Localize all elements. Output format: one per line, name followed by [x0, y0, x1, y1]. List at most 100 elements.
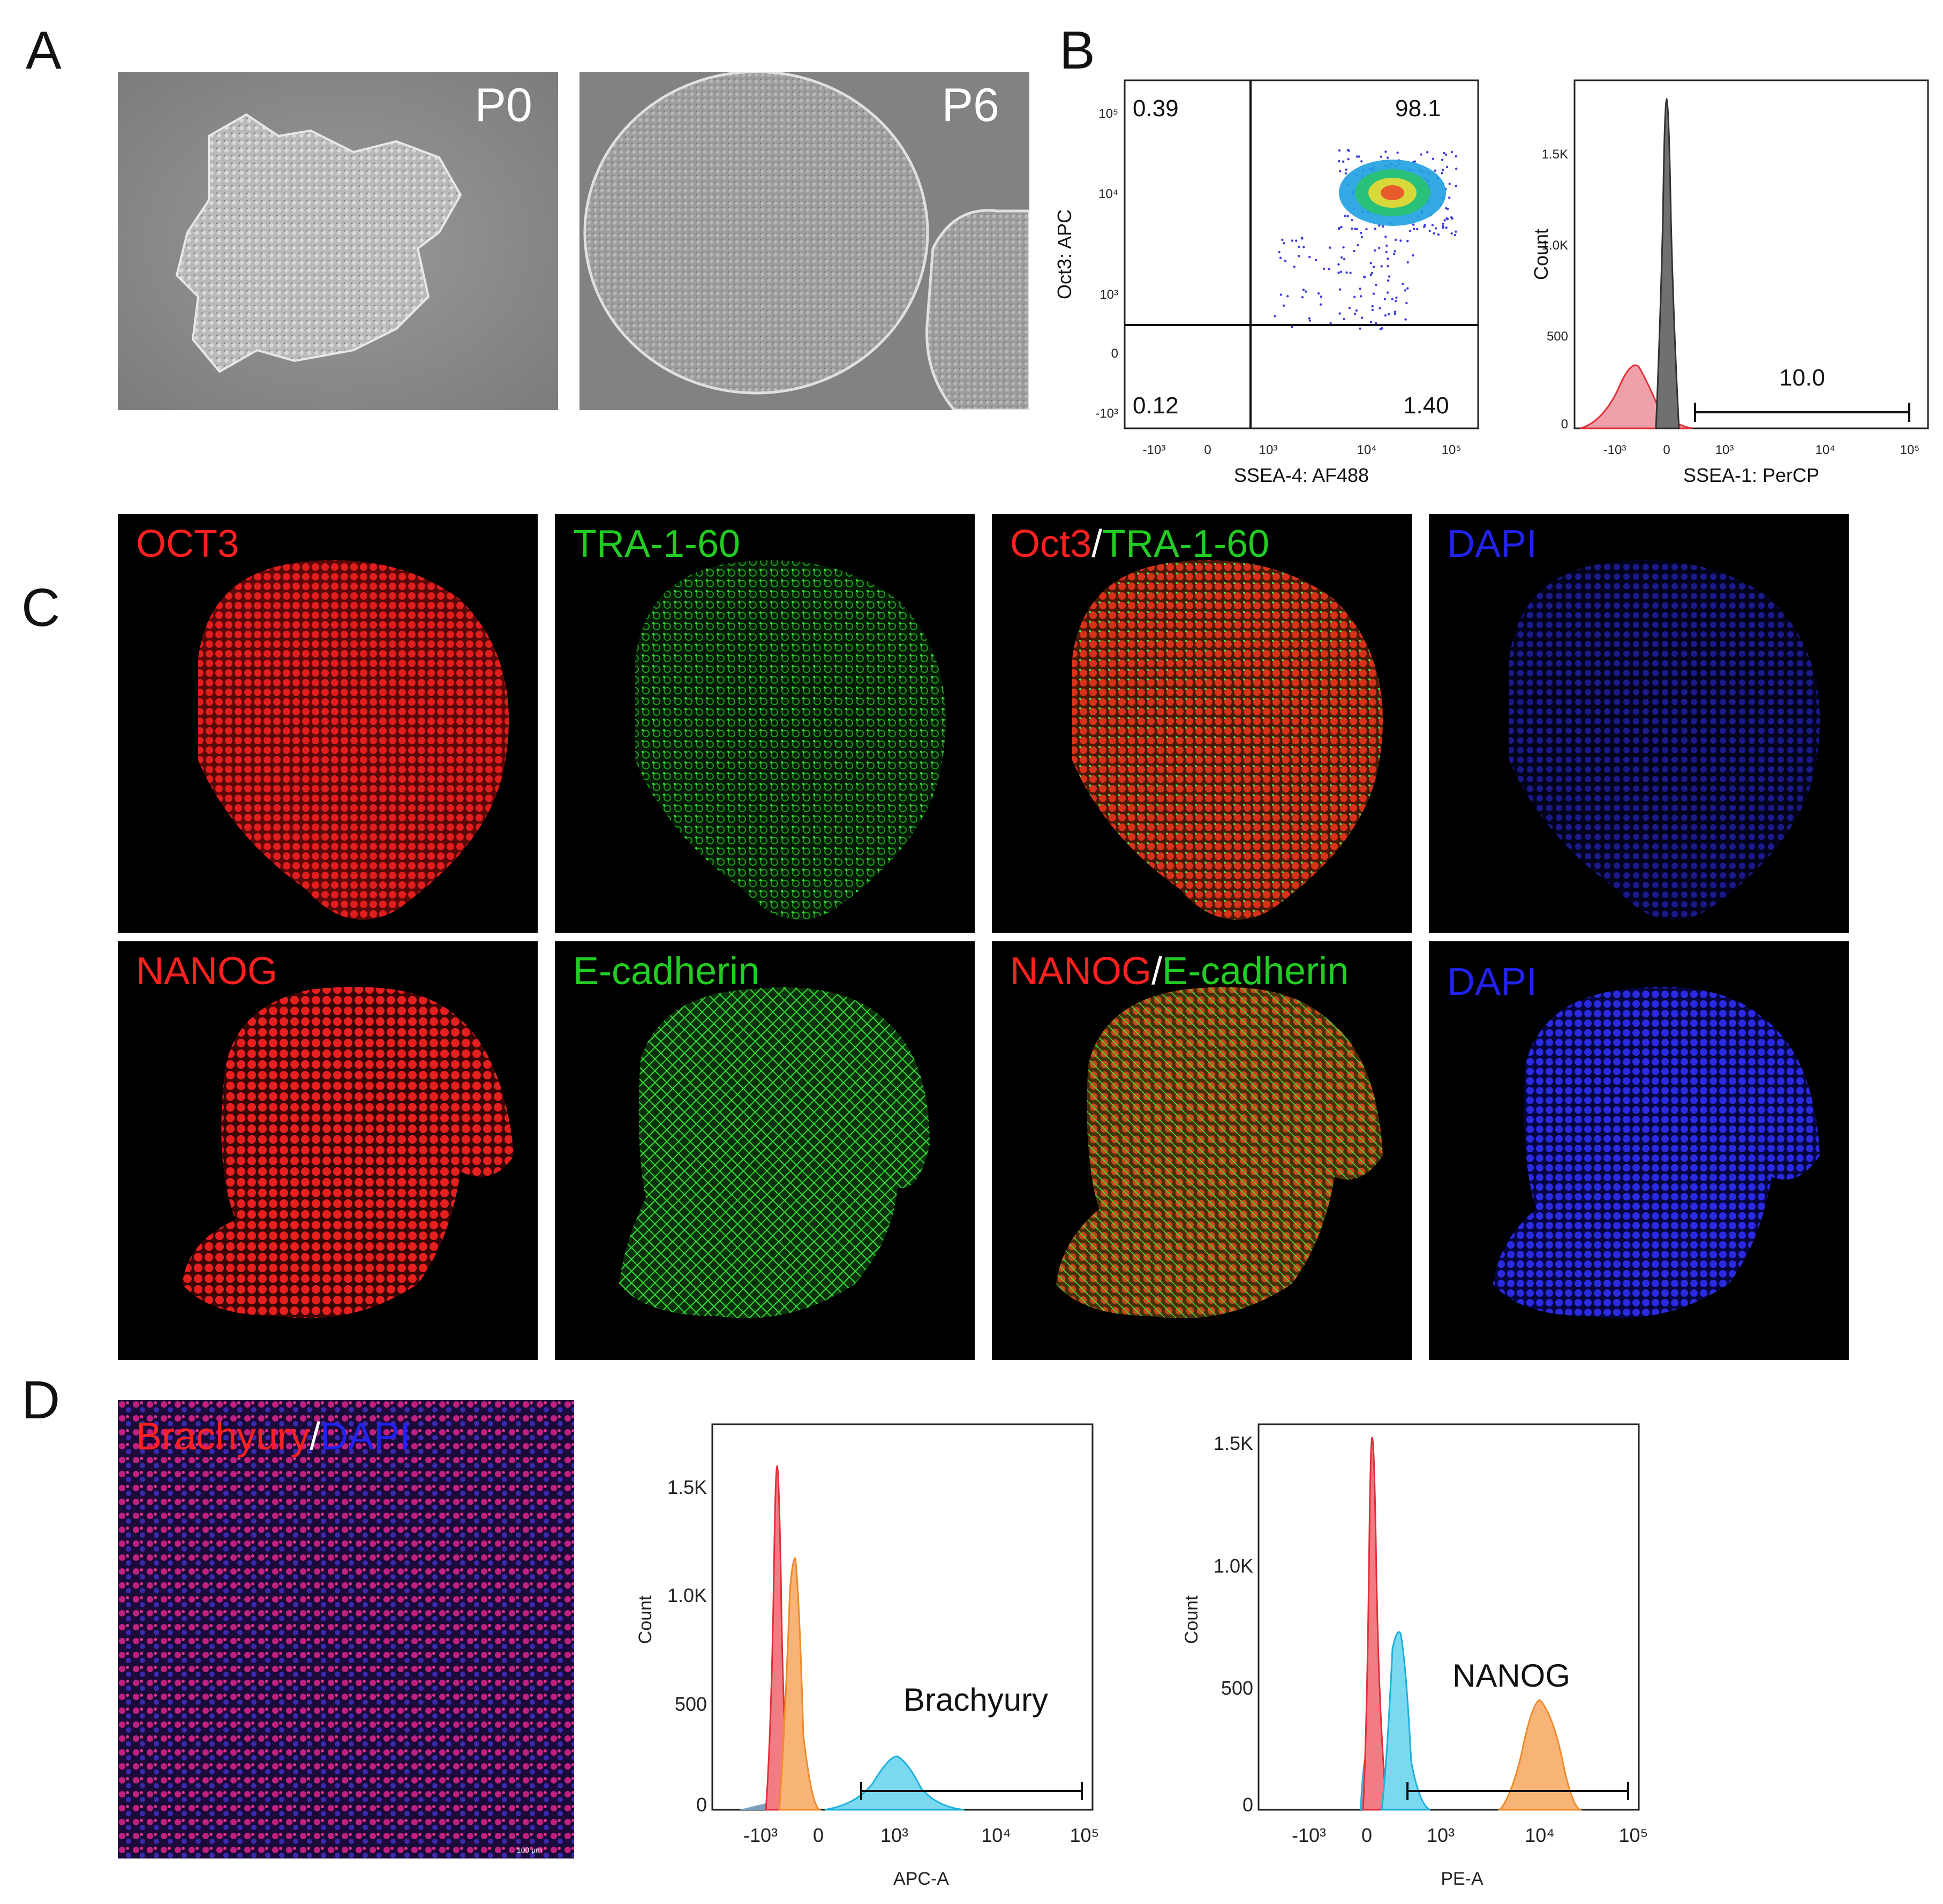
event-dot	[1428, 230, 1431, 232]
event-dot	[1404, 318, 1407, 321]
event-dot	[1340, 256, 1343, 259]
event-dot	[1348, 307, 1351, 309]
event-dot	[1424, 224, 1426, 227]
svg-text:10⁵: 10⁵	[1619, 1824, 1648, 1846]
svg-text:500: 500	[675, 1693, 707, 1715]
event-dot	[1283, 242, 1285, 245]
event-dot	[1412, 254, 1414, 257]
dotplot-x-axis-label: SSEA-4: AF488	[1234, 464, 1369, 486]
event-dot	[1372, 292, 1375, 295]
svg-text:1.5K: 1.5K	[667, 1476, 707, 1498]
histogram-y-axis-label: Count	[1530, 229, 1552, 280]
event-dot	[1394, 311, 1397, 313]
svg-text:0: 0	[1242, 1794, 1253, 1816]
event-dot	[1369, 274, 1372, 276]
event-dot	[1432, 157, 1434, 160]
event-dot	[1343, 258, 1346, 261]
event-dot	[1346, 215, 1349, 217]
svg-text:-10³: -10³	[1095, 406, 1118, 421]
event-dot	[1450, 216, 1453, 219]
svg-text:10⁴: 10⁴	[1098, 187, 1118, 201]
event-dot	[1386, 156, 1389, 159]
event-dot	[1305, 290, 1307, 293]
event-dot	[1404, 289, 1407, 292]
quadrant-lower-right-value: 1.40	[1403, 392, 1449, 419]
svg-text:500: 500	[1221, 1677, 1253, 1699]
event-dot	[1441, 158, 1444, 161]
event-dot	[1372, 266, 1375, 268]
event-dot	[1371, 305, 1374, 308]
event-dot	[1380, 265, 1383, 268]
event-dot	[1297, 255, 1300, 258]
event-dot	[1343, 318, 1345, 321]
svg-text:-10³: -10³	[1292, 1824, 1326, 1846]
event-dot	[1359, 327, 1361, 330]
event-dot	[1308, 319, 1312, 322]
stain-label-dapi-2: DAPI	[1447, 961, 1538, 1003]
event-dot	[1354, 312, 1357, 315]
event-dot	[1445, 165, 1449, 169]
event-dot	[1358, 155, 1360, 158]
pe-x-axis-label: PE-A	[1441, 1869, 1483, 1889]
event-dot	[1416, 228, 1419, 231]
event-dot	[1373, 249, 1376, 252]
svg-text:10⁴: 10⁴	[1525, 1824, 1555, 1846]
event-dot	[1426, 151, 1429, 154]
event-dot	[1320, 295, 1322, 298]
event-dot	[1371, 308, 1374, 312]
svg-text:10⁵: 10⁵	[1098, 107, 1118, 121]
event-dot	[1284, 260, 1287, 262]
event-dot	[1308, 255, 1311, 259]
event-dot	[1281, 238, 1284, 241]
event-dot	[1351, 227, 1353, 230]
svg-text:10⁵: 10⁵	[1900, 443, 1920, 457]
micro-oct3: OCT3	[118, 514, 538, 933]
event-dot	[1413, 160, 1417, 163]
svg-text:1.0K: 1.0K	[1214, 1555, 1253, 1577]
event-dot	[1338, 312, 1341, 315]
micro-nanog-e-cadherin-merge: NANOG/E-cadherin	[992, 941, 1412, 1360]
event-dot	[1412, 228, 1415, 230]
event-dot	[1355, 228, 1358, 231]
panel-letter-c: C	[21, 578, 61, 638]
event-dot	[1369, 262, 1372, 265]
event-dot	[1394, 313, 1397, 315]
event-dot	[1344, 214, 1346, 217]
stain-label-oct3: OCT3	[136, 523, 239, 565]
event-dot	[1395, 296, 1398, 299]
event-dot	[1360, 295, 1362, 298]
event-dot	[1349, 271, 1352, 274]
event-dot	[1392, 253, 1396, 255]
event-dot	[1328, 268, 1330, 270]
gate-percentage: 10.0	[1779, 365, 1825, 391]
event-dot	[1448, 183, 1451, 185]
event-dot	[1337, 271, 1340, 274]
event-dot	[1441, 172, 1443, 175]
event-dot	[1339, 270, 1342, 273]
event-dot	[1405, 301, 1408, 305]
quadrant-lower-left-value: 0.12	[1133, 392, 1179, 419]
apc-y-axis-label: Count	[635, 1595, 656, 1644]
event-dot	[1444, 153, 1448, 156]
event-dot	[1391, 298, 1394, 300]
event-dot	[1374, 228, 1376, 230]
apc-x-axis-label: APC-A	[893, 1869, 949, 1889]
event-dot	[1382, 225, 1384, 228]
quadrant-upper-right-value: 98.1	[1395, 95, 1441, 122]
micro-oct3-tra-1-60-merge: Oct3/TRA-1-60	[992, 514, 1412, 933]
event-dot	[1443, 219, 1446, 222]
panel-letter-a: A	[26, 20, 62, 80]
event-dot	[1355, 155, 1358, 158]
event-dot	[1308, 317, 1311, 320]
svg-text:10⁵: 10⁵	[1070, 1824, 1099, 1846]
svg-text:-10³: -10³	[743, 1824, 778, 1846]
event-dot	[1374, 322, 1377, 324]
event-dot	[1359, 288, 1361, 290]
event-dot	[1355, 309, 1358, 312]
event-dot	[1342, 246, 1345, 249]
event-dot	[1293, 266, 1296, 268]
pe-y-axis-label: Count	[1181, 1595, 1202, 1644]
event-dot	[1370, 271, 1374, 274]
stain-label-dapi-1: DAPI	[1447, 523, 1538, 565]
svg-text:10³: 10³	[1715, 443, 1734, 457]
